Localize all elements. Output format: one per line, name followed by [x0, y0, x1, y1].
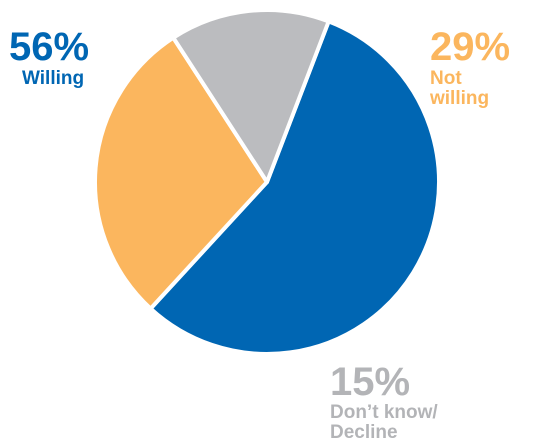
slice-label-dont-know: 15% Don’t know/ Decline	[330, 362, 438, 443]
slice-value-not-willing: 29%	[430, 25, 511, 69]
slice-category-not-willing: Not willing	[430, 68, 490, 109]
slice-value-dont-know: 15%	[330, 360, 411, 404]
slice-category-dont-know: Don’t know/ Decline	[330, 402, 438, 443]
pie-slice-dont-know	[171, 8, 331, 184]
slice-category-willing: Willing	[22, 68, 85, 89]
slice-value-willing: 56%	[9, 25, 90, 69]
pie-slice-not-willing	[93, 35, 269, 311]
pie-slice-willing	[148, 19, 441, 356]
slice-label-not-willing: 29% Not willing	[430, 27, 510, 109]
slice-label-willing: 56% Willing	[9, 27, 89, 89]
